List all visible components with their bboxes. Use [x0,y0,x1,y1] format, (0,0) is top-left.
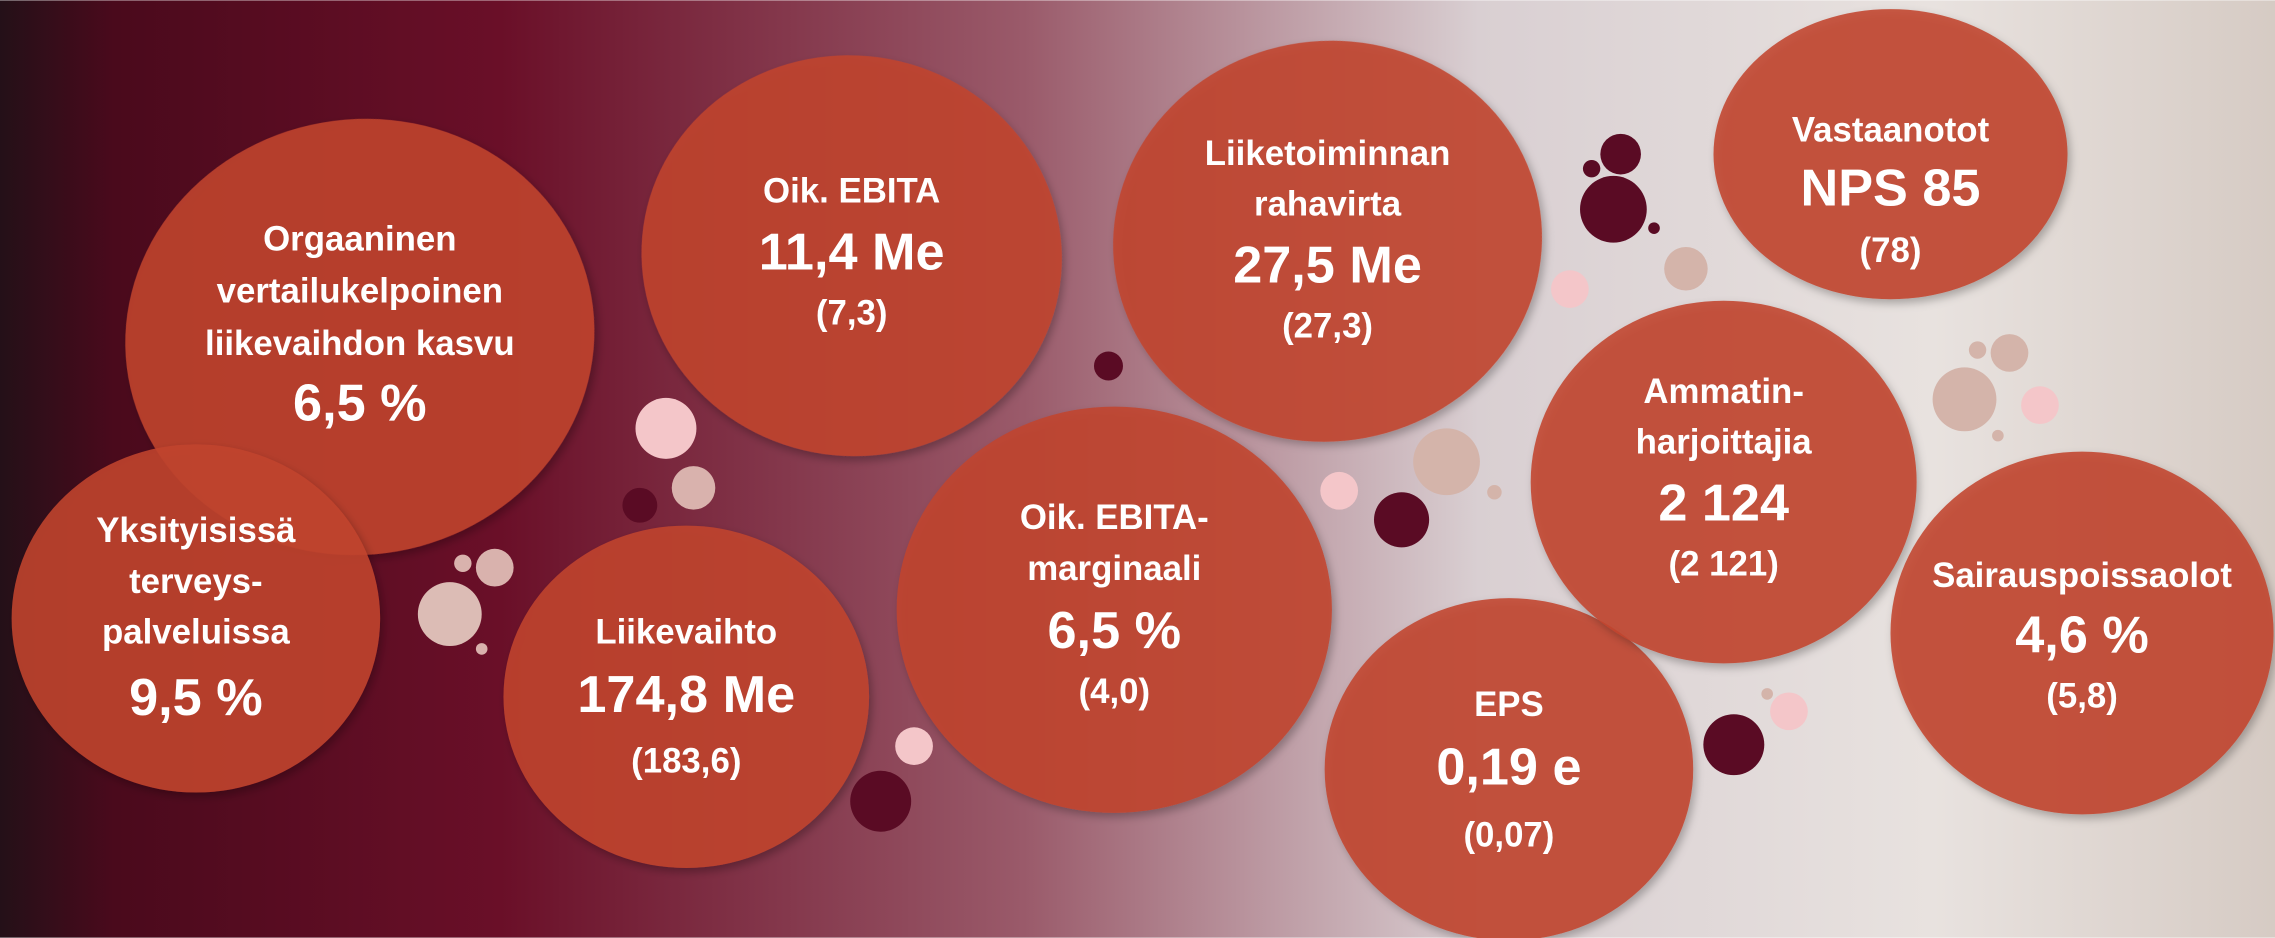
kpi-comparison: (27,3) [1282,306,1373,345]
kpi-value: 6,5 % [293,374,427,432]
kpi-bubble: EPS 0,19 e (0,07) [1324,598,1694,938]
kpi-value: NPS 85 [1801,160,1981,218]
kpi-value: 11,4 Me [759,224,945,282]
kpi-label: liikevaihdon kasvu [205,324,515,363]
bubble-shape [11,444,381,793]
kpi-value: 9,5 % [129,669,263,727]
kpi-value: 174,8 Me [577,666,795,724]
bubble-shape [641,55,1062,457]
kpi-comparison: (0,07) [1463,816,1554,855]
kpi-bubble: Vastaanotot NPS 85 (78) [1713,9,2068,300]
kpi-value: 4,6 % [2015,607,2149,665]
kpi-comparison: (4,0) [1078,672,1150,711]
bubble-shape [1890,451,2274,815]
kpi-bubble: Sairauspoissaolot 4,6 % (5,8) [1890,451,2274,815]
kpi-bubble: Liiketoiminnan rahavirta 27,5 Me (27,3) [1113,40,1543,442]
bubble-shape [896,406,1332,813]
kpi-label: Oik. EBITA- [1020,498,1209,537]
bubble-shape [503,525,870,868]
kpi-bubble: Oik. EBITA 11,4 Me (7,3) [641,55,1062,457]
kpi-label: Liiketoiminnan [1205,134,1451,173]
kpi-comparison: (7,3) [816,293,888,332]
kpi-label: marginaali [1027,549,1201,588]
kpi-label: rahavirta [1254,185,1402,224]
bubble-shape [1713,9,2068,300]
bubble-shape [1530,300,1917,664]
kpi-bubble: Ammatin-harjoittajia 2 124 (2 121) [1530,300,1917,664]
kpi-label: Vastaanotot [1792,111,1990,150]
kpi-label: palveluissa [102,613,290,652]
bubble-shape [1113,40,1543,442]
kpi-comparison: (78) [1860,231,1922,270]
kpi-value: 0,19 e [1436,739,1581,797]
kpi-bubble: Liikevaihto 174,8 Me (183,6) [503,525,870,868]
kpi-comparison: (2 121) [1669,544,1779,583]
kpi-value: 6,5 % [1048,602,1182,660]
bubbles: Orgaaninen vertailukelpoinen liikevaihdon … [11,9,2274,938]
kpi-bubble: Oik. EBITA-marginaali 6,5 % (4,0) [896,406,1332,813]
decor-dots [417,133,2059,832]
kpi-value: 2 124 [1658,475,1789,533]
kpi-label: Ammatin- [1643,372,1804,411]
bubble-shape [125,118,595,556]
kpi-label: Sairauspoissaolot [1932,556,2232,595]
kpi-label: harjoittajia [1636,423,1813,462]
kpi-label: Liikevaihto [595,613,777,652]
bubble-shape [1324,598,1694,938]
kpi-label: Oik. EBITA [763,172,940,211]
kpi-comparison: (183,6) [631,742,741,781]
kpi-value: 27,5 Me [1233,237,1422,295]
kpi-label: terveys- [129,562,263,601]
kpi-label: vertailukelpoinen [217,272,503,311]
kpi-comparison: (5,8) [2046,676,2118,715]
kpi-label: EPS [1474,685,1544,724]
kpi-label: Orgaaninen [263,219,456,258]
kpi-label: Yksityisissä [96,511,296,550]
kpi-bubble: Orgaaninen vertailukelpoinen liikevaihdon … [125,118,595,556]
kpi-bubble: Yksityisissä terveys-palveluissa 9,5 % [11,444,381,793]
